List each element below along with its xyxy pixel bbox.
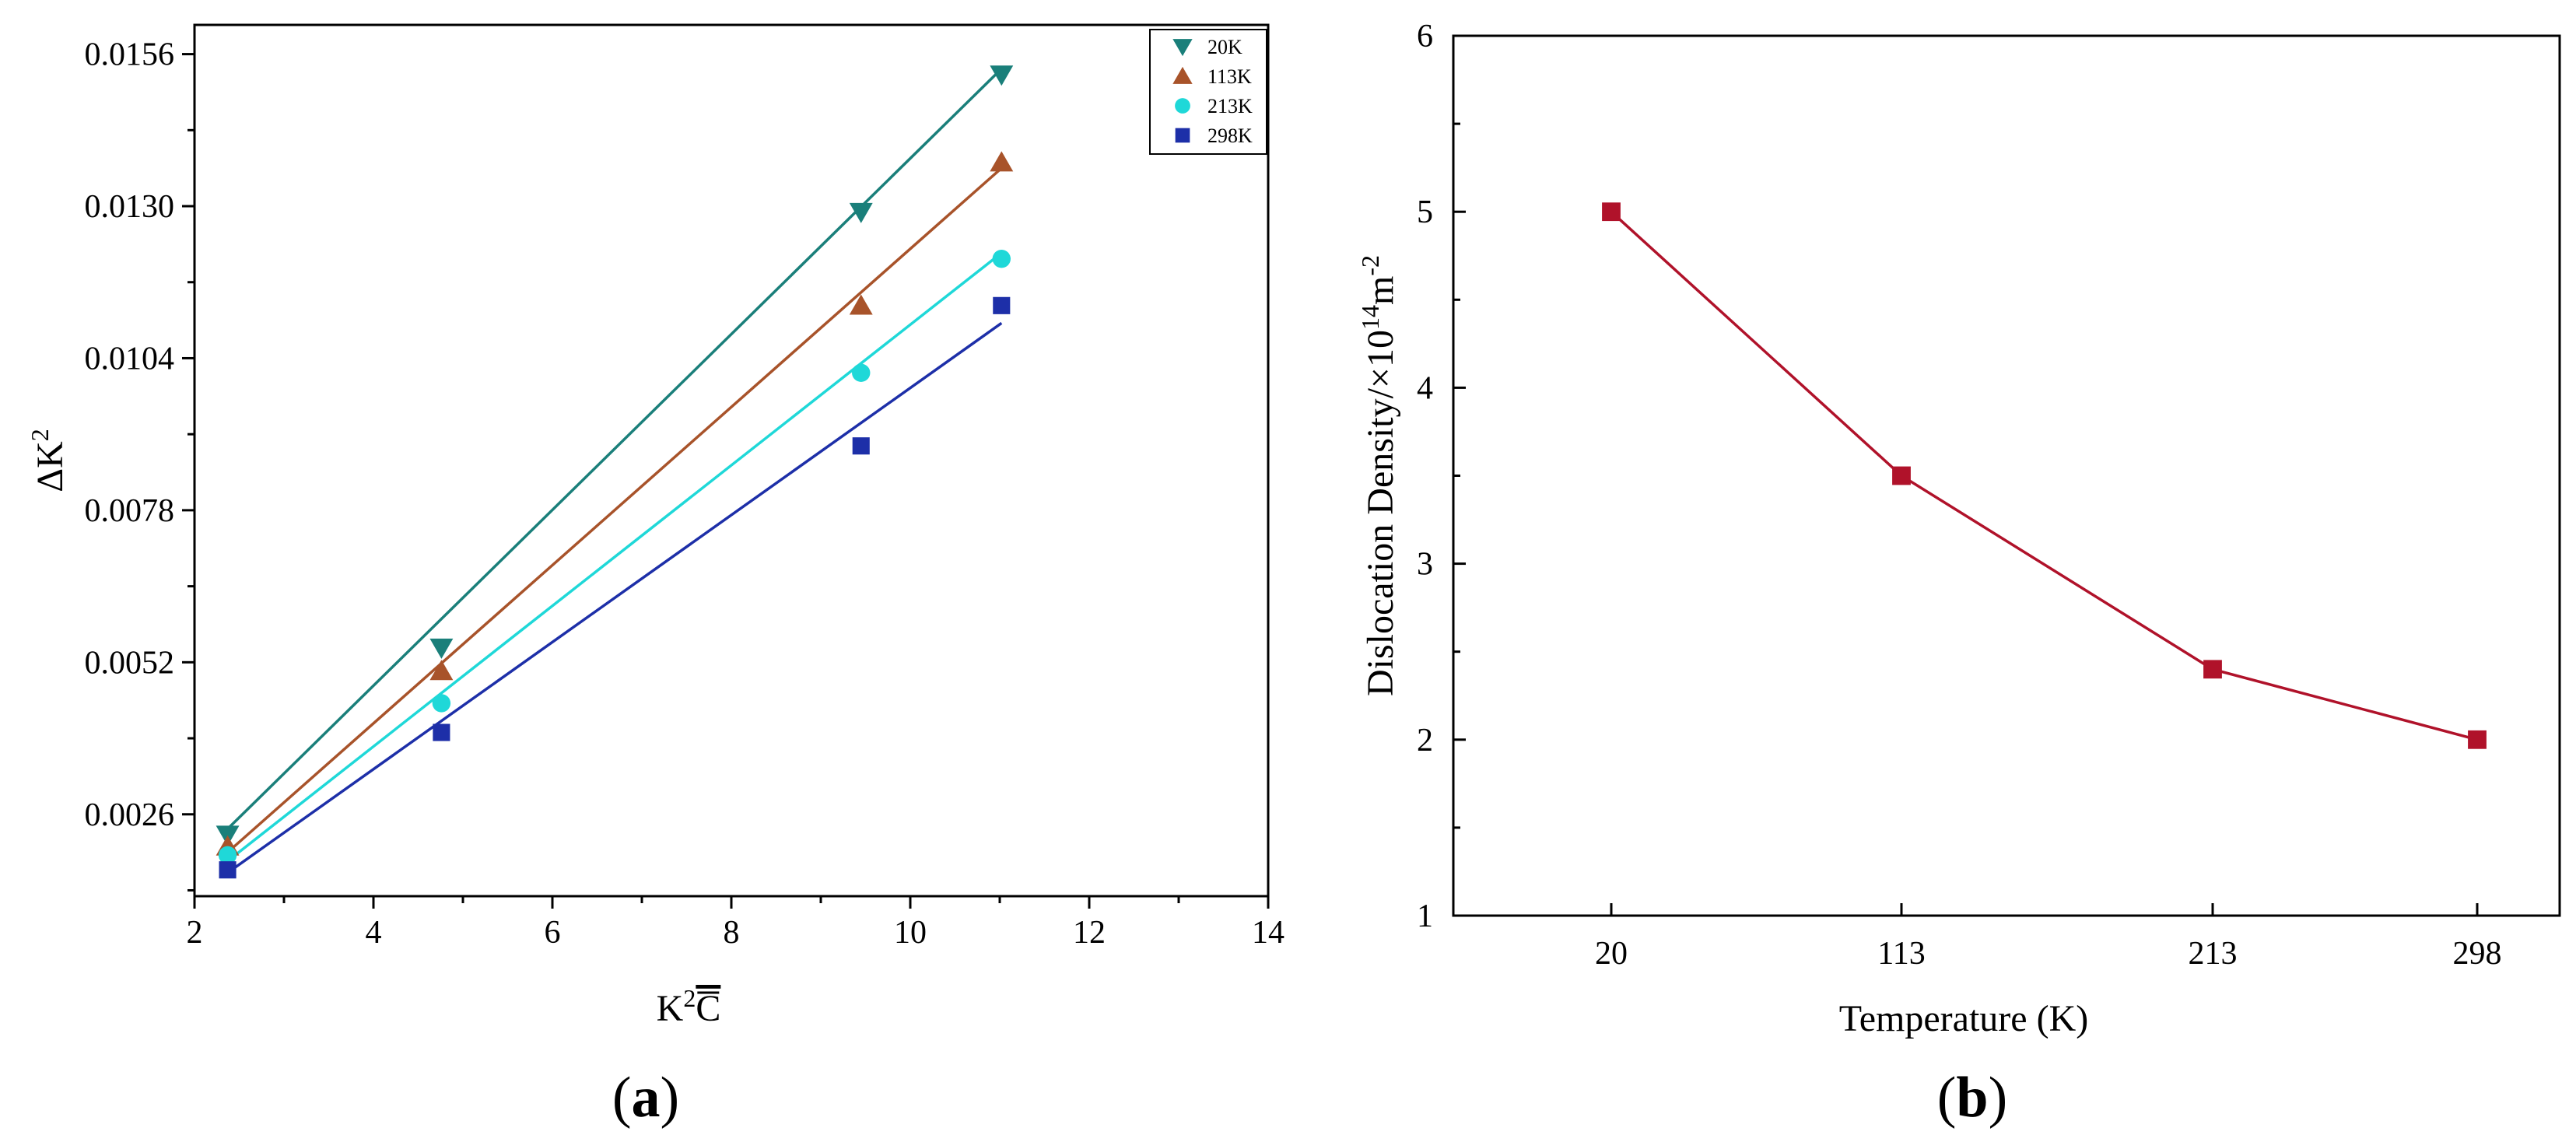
point-113k <box>990 151 1014 172</box>
chart-b-ticks: 20 113 213 298 1 2 3 4 5 6 <box>1417 19 2502 972</box>
chart-b-y-tick-label: 3 <box>1417 547 1433 583</box>
chart-b-plot-frame <box>1452 34 2561 917</box>
chart-b-y-tick-label: 6 <box>1417 19 1433 54</box>
chart-a-y-tick-label: 0.0156 <box>85 37 175 73</box>
chart-b-x-tick-label: 213 <box>2189 936 2238 972</box>
chart-b-series-line <box>1610 210 2478 741</box>
point-298k <box>993 296 1011 314</box>
fit-line-20k <box>226 68 1003 830</box>
chart-a-x-axis-title: K2C <box>657 984 721 1029</box>
chart-a-y-tick-label: 0.0026 <box>85 797 175 833</box>
chart-a-x-tick-label: 12 <box>1073 915 1106 951</box>
panel-a: 2 4 6 8 10 12 14 0.0026 0.0052 0.0078 0.0104 0.0130… <box>26 23 1285 1130</box>
legend-label-213k: 213K <box>1207 95 1253 117</box>
chart-a-y-axis-title: ΔK2 <box>26 429 71 492</box>
legend-marker-20k <box>1172 39 1193 57</box>
chart-a-points <box>216 65 1014 879</box>
chart-b-y-tick-label: 5 <box>1417 194 1433 230</box>
chart-b-line <box>1610 210 2478 741</box>
chart-a-legend: 20K 113K 213K 298K <box>1149 29 1267 155</box>
point-20k <box>990 65 1014 86</box>
chart-a-panel-label: (a) <box>612 1066 679 1130</box>
point-20k <box>849 202 873 223</box>
chart-b-point-298 <box>2468 730 2487 749</box>
chart-b-y-tick-label: 2 <box>1417 723 1433 758</box>
chart-a-x-tick-label: 6 <box>545 915 561 951</box>
chart-b-point-113 <box>1892 466 1911 485</box>
chart-b-x-tick-label: 298 <box>2453 936 2502 972</box>
fit-line-213k <box>226 251 1003 863</box>
chart-a-x-tick-label: 8 <box>724 915 740 951</box>
point-113k <box>849 294 873 315</box>
chart-a-y-tick-label: 0.0104 <box>85 341 175 377</box>
point-298k <box>433 723 450 741</box>
fit-line-298k <box>226 321 1003 874</box>
legend-marker-213k <box>1175 98 1190 114</box>
chart-b-x-tick-label: 20 <box>1595 936 1628 972</box>
chart-b-y-axis-title: Dislocation Density/×1014m-2 <box>1356 255 1401 696</box>
chart-b-point-213 <box>2203 660 2222 679</box>
legend-label-20k: 20K <box>1207 36 1242 58</box>
chart-a-ticks: 2 4 6 8 10 12 14 0.0026 0.0052 0.0078 0.0104 0.0130… <box>85 37 1285 951</box>
chart-a-plot-frame <box>193 23 1270 898</box>
chart-b-x-tick-label: 113 <box>1877 936 1925 972</box>
panel-b: 20 113 213 298 1 2 3 4 5 6 Dislocation Density/×1… <box>1338 0 2576 1135</box>
chart-b-y-tick-label: 4 <box>1417 370 1433 406</box>
point-298k <box>219 861 237 879</box>
point-213k <box>992 249 1011 268</box>
chart-b-point-20 <box>1602 202 1621 222</box>
point-213k <box>852 363 871 382</box>
legend-label-113k: 113K <box>1207 65 1252 88</box>
chart-b-svg: 20 113 213 298 1 2 3 4 5 6 Dislocation Density/×1… <box>1356 19 2561 1130</box>
chart-a-x-tick-label: 14 <box>1252 915 1284 951</box>
chart-b-panel-label: (b) <box>1937 1066 2007 1130</box>
legend-label-298k: 298K <box>1207 124 1253 147</box>
legend-marker-113k <box>1172 66 1193 84</box>
chart-a-y-tick-label: 0.0078 <box>85 493 175 529</box>
chart-a-x-tick-label: 2 <box>187 915 203 951</box>
chart-a-x-tick-label: 4 <box>366 915 382 951</box>
legend-marker-298k <box>1175 128 1190 143</box>
point-213k <box>432 694 451 713</box>
point-298k <box>852 437 870 455</box>
chart-a-svg: 2 4 6 8 10 12 14 0.0026 0.0052 0.0078 0.0104 0.0130… <box>26 23 1285 1130</box>
point-20k <box>429 638 454 659</box>
fit-line-113k <box>226 166 1003 853</box>
chart-a-y-tick-label: 0.0052 <box>85 645 175 681</box>
point-113k <box>429 660 454 681</box>
chart-a-x-tick-label: 10 <box>894 915 927 951</box>
chart-a-fit-lines <box>226 68 1003 874</box>
chart-a-y-tick-label: 0.0130 <box>85 189 175 225</box>
chart-b-y-tick-label: 1 <box>1417 899 1433 934</box>
chart-a-legend-box <box>1149 29 1267 155</box>
point-213k <box>218 846 237 865</box>
chart-b-x-axis-title: Temperature (K) <box>1839 998 2088 1039</box>
chart-b-points <box>1602 202 2487 749</box>
